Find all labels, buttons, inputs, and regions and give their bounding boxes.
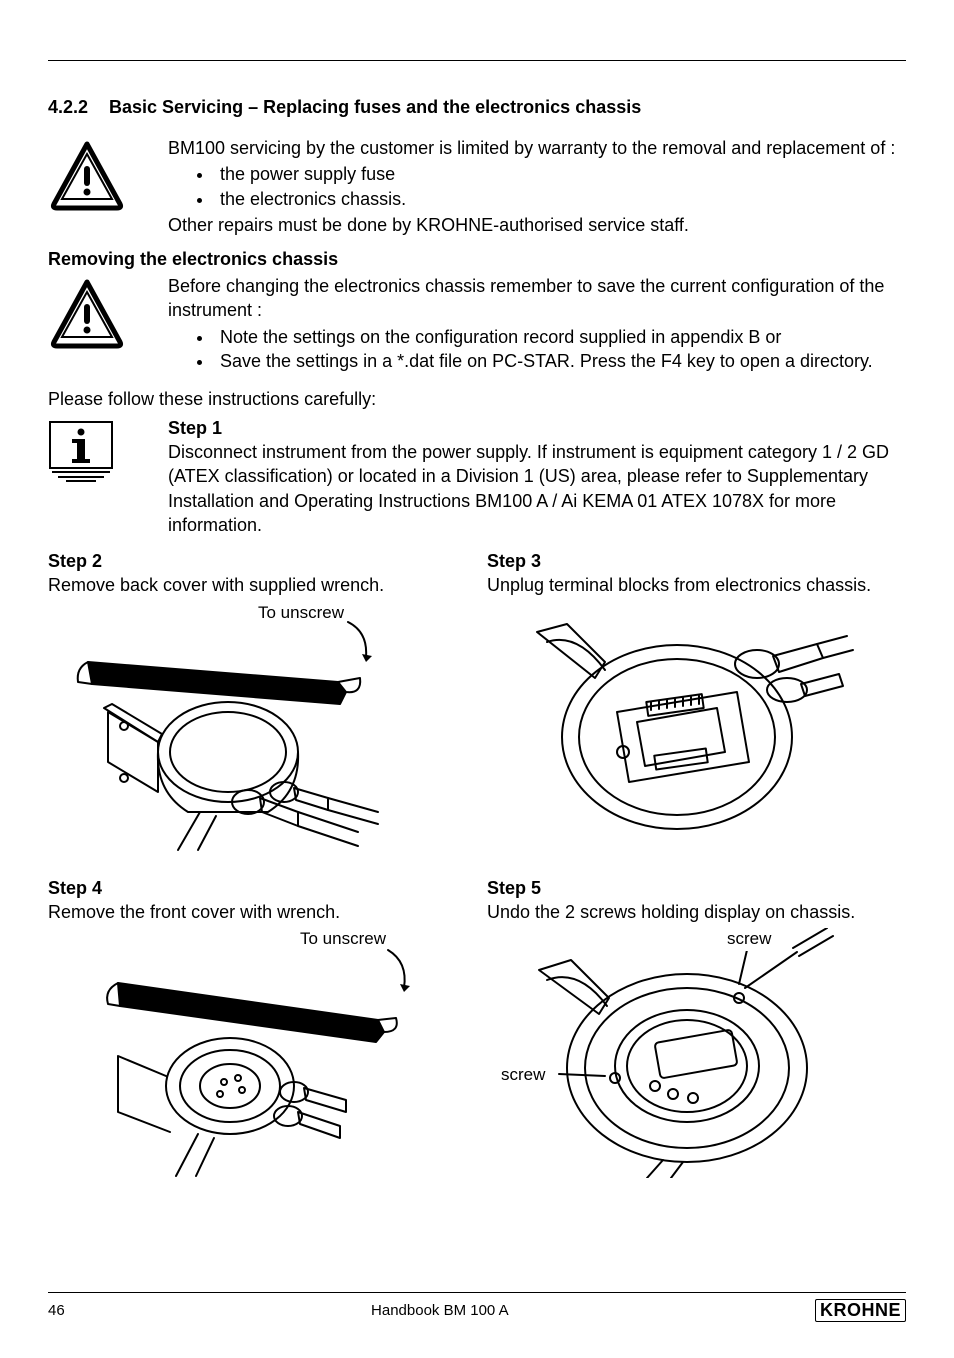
step5-label-left: screw xyxy=(501,1064,545,1087)
step1-block: Step 1 Disconnect instrument from the po… xyxy=(48,416,906,537)
step2-body: Remove back cover with supplied wrench. xyxy=(48,573,467,597)
warning-block-1: BM100 servicing by the customer is limit… xyxy=(48,136,906,237)
step4-label: To unscrew xyxy=(300,928,386,951)
warn1-intro: BM100 servicing by the customer is limit… xyxy=(168,136,906,160)
warn1-item: the power supply fuse xyxy=(214,162,906,186)
step5-body: Undo the 2 screws holding display on cha… xyxy=(487,900,906,924)
row-steps-4-5: Step 4 Remove the front cover with wrenc… xyxy=(48,876,906,1179)
page-number: 46 xyxy=(48,1302,65,1319)
step4-body: Remove the front cover with wrench. xyxy=(48,900,467,924)
footer-center: Handbook BM 100 A xyxy=(371,1302,509,1319)
step3-body: Unplug terminal blocks from electronics … xyxy=(487,573,906,597)
removing-item: Note the settings on the configuration r… xyxy=(214,325,906,349)
page-footer: 46 Handbook BM 100 A KROHNE xyxy=(48,1292,906,1322)
info-icon xyxy=(48,416,168,484)
step1-title: Step 1 xyxy=(168,416,906,440)
warn1-list: the power supply fuse the electronics ch… xyxy=(168,162,906,211)
step5-figure: screw screw xyxy=(487,928,906,1178)
step3-figure xyxy=(487,602,906,852)
step2-title: Step 2 xyxy=(48,549,467,573)
step1-body: Disconnect instrument from the power sup… xyxy=(168,440,906,537)
step3-col: Step 3 Unplug terminal blocks from elect… xyxy=(487,549,906,852)
step4-col: Step 4 Remove the front cover with wrenc… xyxy=(48,876,467,1179)
section-heading: 4.2.2 Basic Servicing – Replacing fuses … xyxy=(48,97,906,118)
step5-col: Step 5 Undo the 2 screws holding display… xyxy=(487,876,906,1179)
top-rule xyxy=(48,60,906,61)
step4-title: Step 4 xyxy=(48,876,467,900)
warning-block-2: Before changing the electronics chassis … xyxy=(48,274,906,375)
step2-col: Step 2 Remove back cover with supplied w… xyxy=(48,549,467,852)
removing-heading: Removing the electronics chassis xyxy=(48,249,906,270)
step3-title: Step 3 xyxy=(487,549,906,573)
step4-figure: To unscrew xyxy=(48,928,467,1178)
section-number: 4.2.2 xyxy=(48,97,104,118)
warn1-item: the electronics chassis. xyxy=(214,187,906,211)
removing-item: Save the settings in a *.dat file on PC-… xyxy=(214,349,906,373)
warning-icon xyxy=(48,274,168,350)
warn1-outro: Other repairs must be done by KROHNE-aut… xyxy=(168,213,906,237)
follow-text: Please follow these instructions careful… xyxy=(48,387,906,411)
step5-title: Step 5 xyxy=(487,876,906,900)
step2-figure: To unscrew xyxy=(48,602,467,852)
section-title: Basic Servicing – Replacing fuses and th… xyxy=(109,97,641,117)
warning-icon xyxy=(48,136,168,212)
removing-intro: Before changing the electronics chassis … xyxy=(168,274,906,323)
footer-rule xyxy=(48,1292,906,1293)
row-steps-2-3: Step 2 Remove back cover with supplied w… xyxy=(48,549,906,852)
step2-label: To unscrew xyxy=(258,602,344,625)
step5-label-top: screw xyxy=(727,928,771,951)
removing-list: Note the settings on the configuration r… xyxy=(168,325,906,374)
brand-logo: KROHNE xyxy=(815,1299,906,1322)
